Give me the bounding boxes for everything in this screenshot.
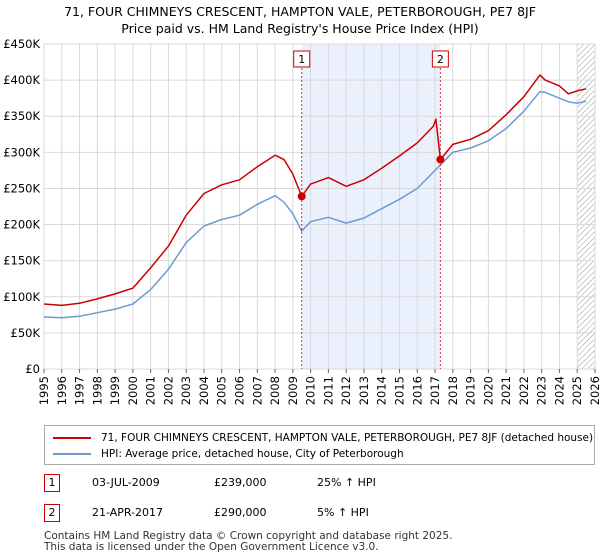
shaded-period xyxy=(301,44,441,369)
sale-row: 2 21-APR-2017 £290,000 5% ↑ HPI xyxy=(44,504,584,524)
sale-hpi-change: 5% ↑ HPI xyxy=(317,506,369,519)
y-tick-label: £100K xyxy=(3,290,40,304)
x-tick-label: 2021 xyxy=(499,376,513,405)
x-tick-label: 2011 xyxy=(321,376,335,405)
footer-copyright: Contains HM Land Registry data © Crown c… xyxy=(44,530,453,542)
sale-point xyxy=(297,192,306,201)
sale-number-badge: 2 xyxy=(44,504,60,522)
x-tick-label: 2025 xyxy=(570,376,584,405)
x-tick-label: 2020 xyxy=(481,376,495,405)
legend: 71, FOUR CHIMNEYS CRESCENT, HAMPTON VALE… xyxy=(44,425,595,465)
legend-swatch-property xyxy=(53,437,91,439)
sale-marker-box xyxy=(293,50,311,68)
x-tick-label: 2017 xyxy=(428,376,442,405)
x-tick-label: 2002 xyxy=(161,376,175,405)
x-tick-label: 2004 xyxy=(197,376,211,405)
x-tick-label: 2000 xyxy=(126,376,140,405)
x-tick-label: 2010 xyxy=(304,376,318,405)
y-tick-label: £350K xyxy=(3,109,40,123)
x-tick-label: 2007 xyxy=(250,376,264,405)
y-tick-label: £450K xyxy=(3,37,40,51)
sale-number-badge: 1 xyxy=(44,474,60,492)
forecast-hatch xyxy=(577,44,595,369)
x-tick-label: 2018 xyxy=(446,376,460,405)
chart-subtitle: Price paid vs. HM Land Registry's House … xyxy=(121,21,479,36)
x-tick-label: 2008 xyxy=(268,376,282,405)
sale-price: £290,000 xyxy=(214,506,267,519)
x-tick-label: 1998 xyxy=(90,376,104,405)
x-tick-label: 2015 xyxy=(392,376,406,405)
y-tick-label: £0 xyxy=(25,362,40,376)
sale-marker-label: 2 xyxy=(437,53,444,66)
x-tick-label: 2006 xyxy=(233,376,247,405)
x-tick-label: 1996 xyxy=(55,376,69,405)
y-tick-label: £200K xyxy=(3,218,40,232)
legend-item-hpi: HPI: Average price, detached house, City… xyxy=(53,446,404,462)
sale-date: 03-JUL-2009 xyxy=(92,476,160,489)
x-tick-label: 2012 xyxy=(339,376,353,405)
x-tick-label: 2026 xyxy=(588,376,600,405)
legend-label-property: 71, FOUR CHIMNEYS CRESCENT, HAMPTON VALE… xyxy=(101,432,594,444)
x-tick-label: 2001 xyxy=(144,376,158,405)
sale-hpi-change: 25% ↑ HPI xyxy=(317,476,376,489)
legend-item-property: 71, FOUR CHIMNEYS CRESCENT, HAMPTON VALE… xyxy=(53,430,593,446)
legend-label-hpi: HPI: Average price, detached house, City… xyxy=(101,448,404,460)
x-tick-label: 2023 xyxy=(535,376,549,405)
sale-marker-label: 1 xyxy=(298,53,305,66)
x-tick-label: 2013 xyxy=(357,376,371,405)
y-tick-label: £400K xyxy=(3,73,40,87)
property-price-line xyxy=(43,74,587,307)
x-tick-label: 1999 xyxy=(108,376,122,405)
footer: Contains HM Land Registry data © Crown c… xyxy=(44,531,452,553)
y-tick-label: £150K xyxy=(3,254,40,268)
x-tick-label: 1997 xyxy=(73,376,87,405)
y-tick-label: £300K xyxy=(3,145,40,159)
sale-date: 21-APR-2017 xyxy=(92,506,164,519)
x-tick-label: 2009 xyxy=(286,376,300,405)
x-tick-label: 2022 xyxy=(517,376,531,405)
hpi-line xyxy=(43,90,587,319)
x-tick-label: 2014 xyxy=(375,376,389,405)
x-tick-label: 2024 xyxy=(552,376,566,405)
x-tick-label: 2019 xyxy=(464,376,478,405)
x-tick-label: 2005 xyxy=(215,376,229,405)
y-tick-label: £50K xyxy=(11,326,41,340)
y-tick-label: £250K xyxy=(3,181,40,195)
price-chart: 1995 1996 1997 1998 1999 2000 2001 2002 2003 2004… xyxy=(3,37,600,405)
sale-marker-box xyxy=(431,50,449,68)
chart-title: 71, FOUR CHIMNEYS CRESCENT, HAMPTON VALE… xyxy=(64,4,536,19)
x-tick-label: 2016 xyxy=(410,376,424,405)
sale-price: £239,000 xyxy=(214,476,267,489)
sale-row: 1 03-JUL-2009 £239,000 25% ↑ HPI xyxy=(44,474,584,494)
sale-point xyxy=(436,155,445,164)
x-tick-label: 1995 xyxy=(37,376,51,405)
footer-licence: This data is licensed under the Open Gov… xyxy=(44,541,379,553)
legend-swatch-hpi xyxy=(53,453,91,455)
x-tick-label: 2003 xyxy=(179,376,193,405)
